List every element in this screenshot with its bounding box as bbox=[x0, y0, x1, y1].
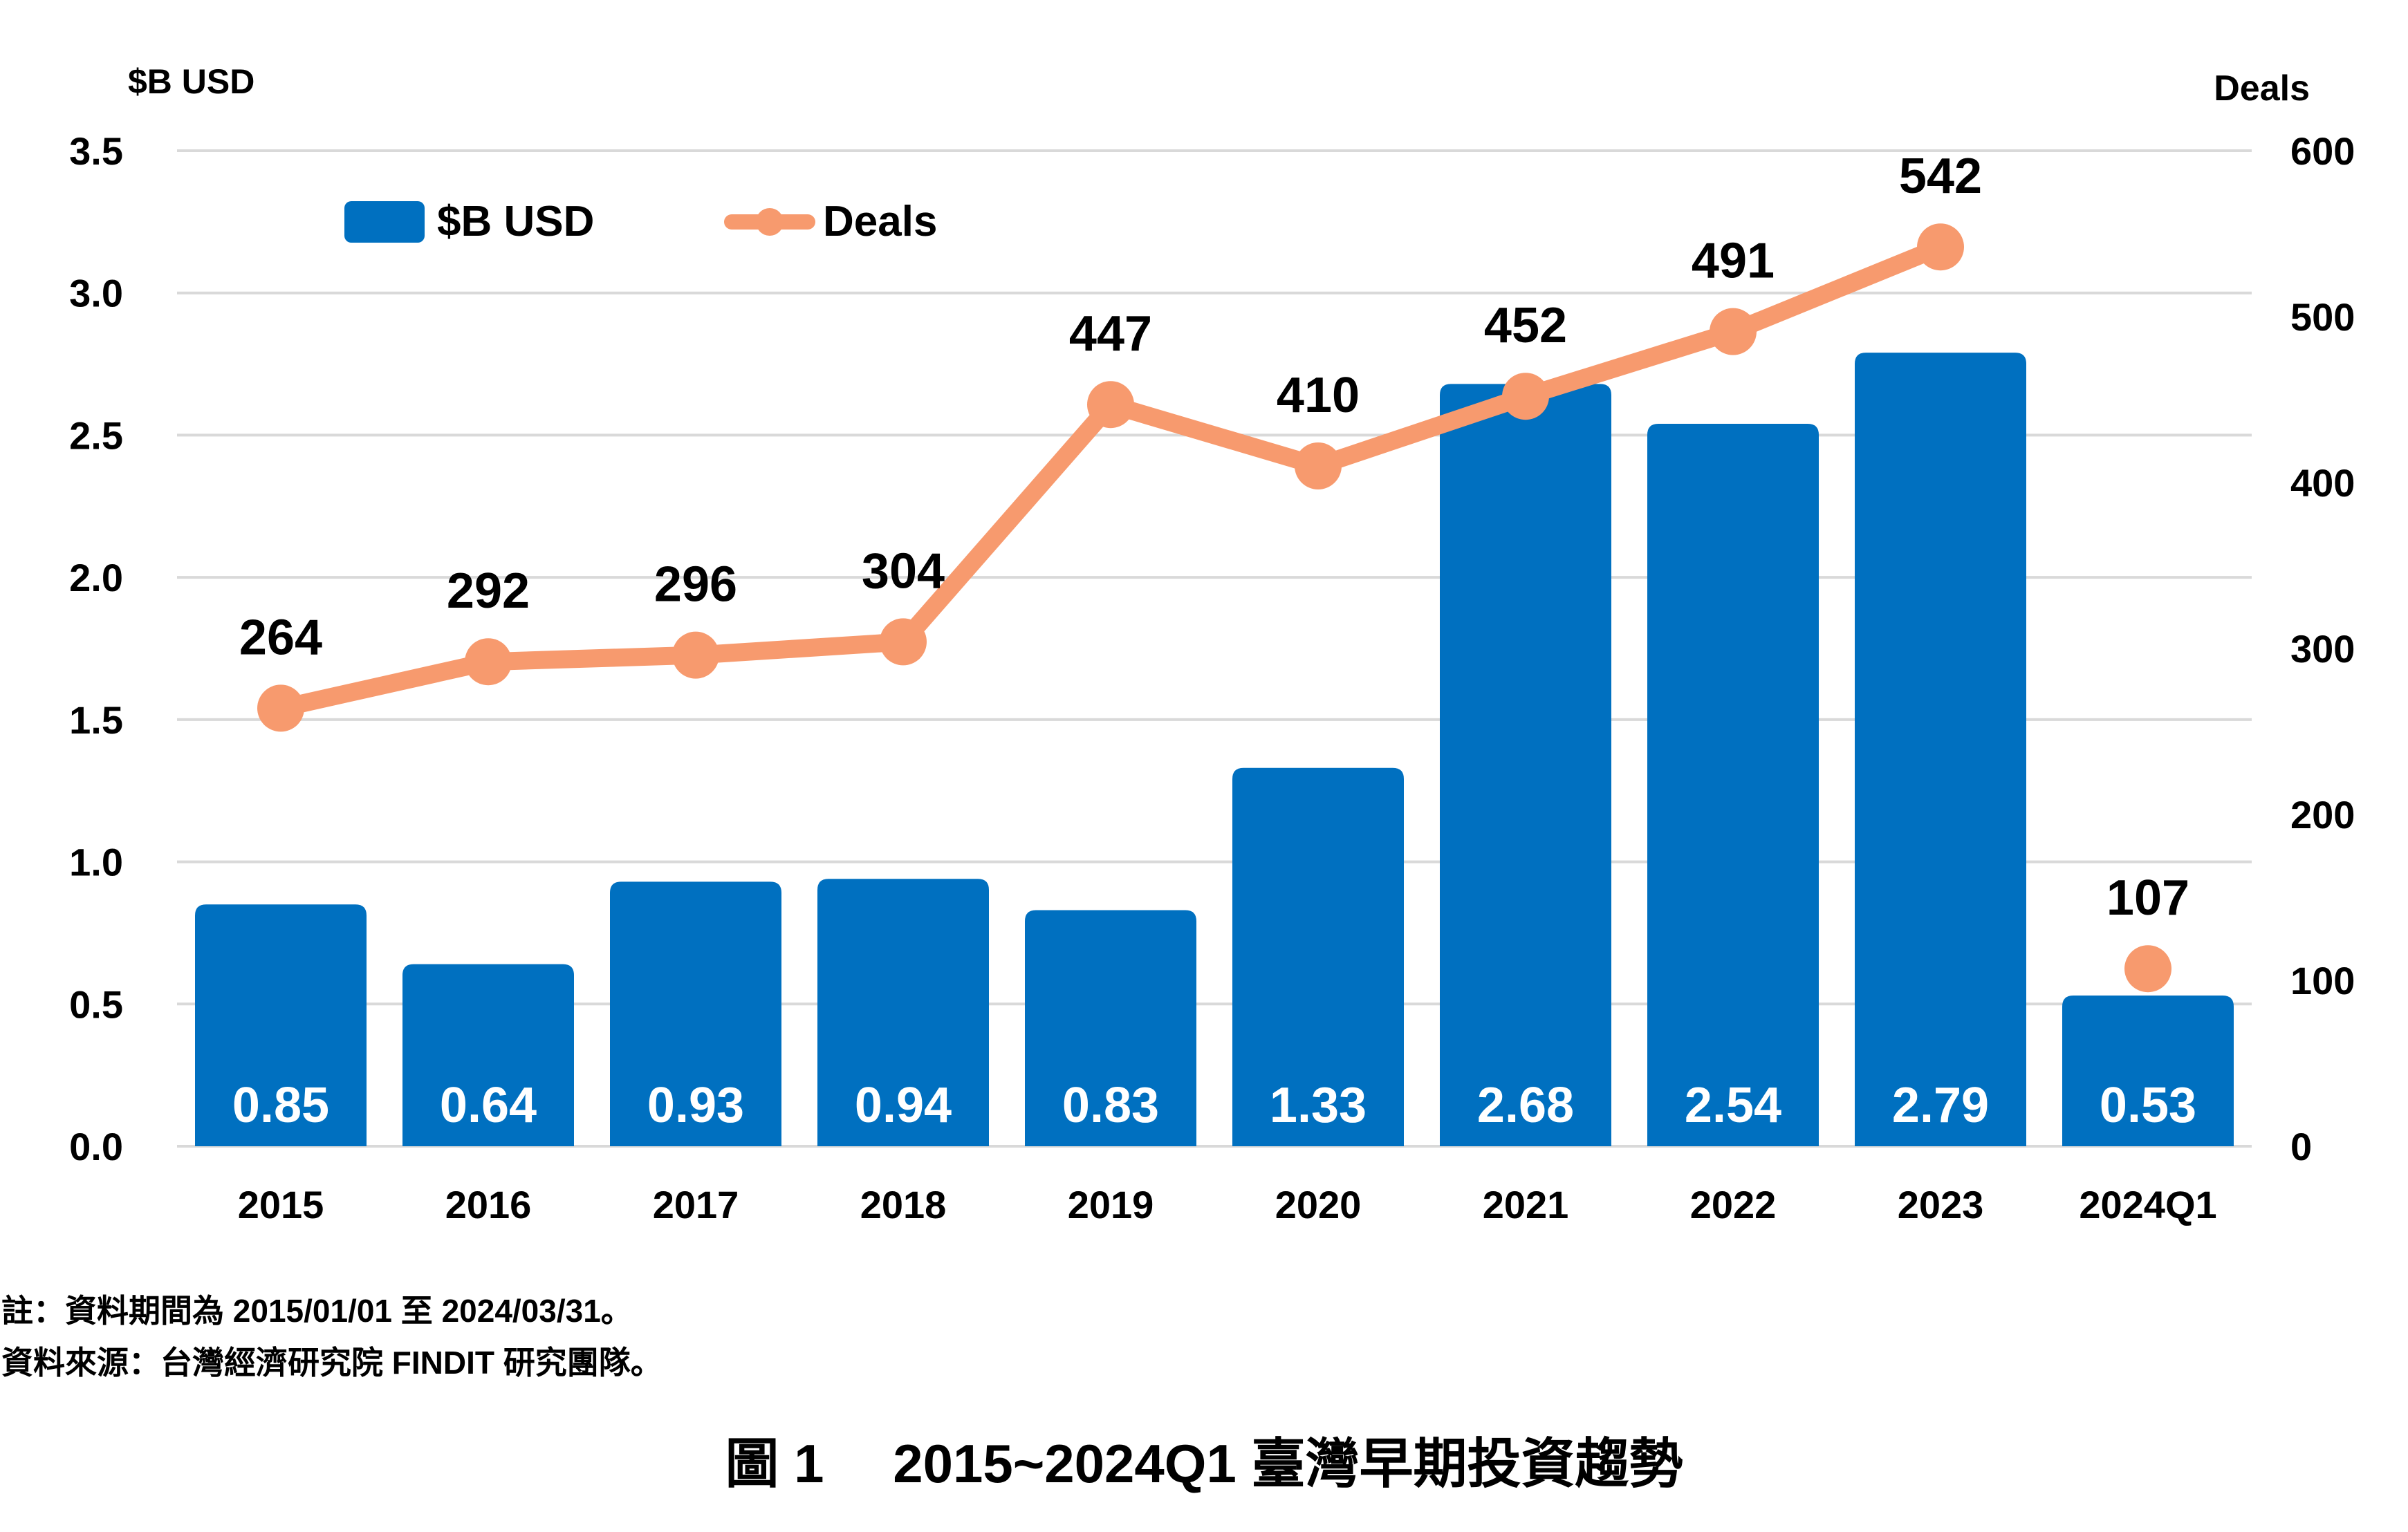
x-tick-label: 2022 bbox=[1690, 1183, 1777, 1226]
bar bbox=[1232, 767, 1404, 1146]
bar bbox=[195, 904, 367, 1146]
x-tick-label: 2023 bbox=[1898, 1183, 1984, 1226]
bar-value-label: 1.33 bbox=[1270, 1078, 1367, 1133]
bar-value-label: 2.79 bbox=[1892, 1078, 1989, 1133]
y-left-tick-label: 0.0 bbox=[69, 1125, 123, 1168]
bar-value-label: 0.53 bbox=[2100, 1078, 2196, 1133]
legend-label-deals: Deals bbox=[823, 198, 937, 245]
y-left-tick-label: 2.5 bbox=[69, 413, 123, 457]
deals-value-label: 296 bbox=[654, 557, 737, 613]
deals-value-label: 410 bbox=[1277, 368, 1360, 423]
y-left-tick-label: 1.5 bbox=[69, 698, 123, 742]
bar-value-label: 0.83 bbox=[1062, 1078, 1159, 1133]
deals-point bbox=[672, 631, 719, 679]
bar bbox=[2062, 995, 2234, 1146]
y-right-axis-title: Deals bbox=[2214, 68, 2310, 109]
deals-value-label: 491 bbox=[1692, 234, 1775, 289]
x-tick-label: 2016 bbox=[445, 1183, 532, 1226]
deals-point bbox=[1087, 381, 1134, 429]
figure-caption: 圖 1 2015~2024Q1 臺灣早期投資趨勢 bbox=[725, 1433, 1683, 1494]
chart: 0.0 0.5 1.0 1.5 2.0 2.5 3.0 3.5 0 100 200 300 400 500… bbox=[69, 62, 2355, 1226]
bar-value-label: 0.85 bbox=[232, 1078, 329, 1133]
bar bbox=[817, 879, 989, 1146]
y-right-tick-label: 200 bbox=[2290, 793, 2355, 837]
y-left-tick-label: 3.5 bbox=[69, 129, 123, 173]
deals-point bbox=[1917, 223, 1964, 271]
bar bbox=[610, 881, 781, 1146]
deals-value-label: 264 bbox=[239, 610, 322, 665]
bar bbox=[1647, 423, 1819, 1146]
bar bbox=[1025, 910, 1196, 1146]
deals-point bbox=[465, 638, 512, 686]
deals-point bbox=[880, 618, 927, 666]
bar-value-label: 0.94 bbox=[855, 1078, 952, 1133]
deals-point bbox=[1502, 373, 1549, 420]
legend-swatch-deals-marker bbox=[756, 208, 784, 236]
y-left-tick-label: 1.0 bbox=[69, 841, 123, 884]
y-right-tick-label: 400 bbox=[2290, 461, 2355, 505]
bar-value-label: 0.64 bbox=[440, 1078, 537, 1133]
deals-value-label: 542 bbox=[1899, 149, 1982, 204]
deals-value-label: 304 bbox=[862, 543, 945, 599]
deals-point bbox=[1710, 308, 1757, 355]
y-left-tick-label: 3.0 bbox=[69, 272, 123, 315]
deals-point bbox=[257, 684, 304, 732]
x-tick-label: 2018 bbox=[860, 1183, 947, 1226]
x-tick-label: 2020 bbox=[1275, 1183, 1362, 1226]
x-tick-label: 2024Q1 bbox=[2079, 1183, 2216, 1226]
legend-label-usd: $B USD bbox=[437, 198, 594, 245]
note-data-period: 註：資料期間為 2015/01/01 至 2024/03/31。 bbox=[1, 1293, 633, 1329]
x-tick-label: 2015 bbox=[238, 1183, 324, 1226]
bar bbox=[402, 964, 574, 1146]
y-left-tick-label: 2.0 bbox=[69, 556, 123, 599]
x-tick-label: 2021 bbox=[1483, 1183, 1569, 1226]
deals-value-label: 292 bbox=[447, 563, 530, 619]
y-left-axis-title: $B USD bbox=[128, 62, 254, 101]
x-tick-label: 2019 bbox=[1068, 1183, 1154, 1226]
y-right-tick-label: 0 bbox=[2290, 1125, 2312, 1168]
y-right-tick-label: 600 bbox=[2290, 129, 2355, 173]
deals-value-label: 452 bbox=[1484, 298, 1567, 353]
bar-value-label: 2.68 bbox=[1477, 1078, 1574, 1133]
deals-point bbox=[2124, 945, 2171, 993]
legend-swatch-usd bbox=[344, 201, 425, 243]
bar-value-label: 2.54 bbox=[1685, 1078, 1781, 1133]
deals-value-label: 447 bbox=[1069, 306, 1152, 362]
deals-point bbox=[1295, 442, 1342, 489]
bar bbox=[1855, 353, 2026, 1147]
bar bbox=[1440, 384, 1611, 1147]
y-left-tick-label: 0.5 bbox=[69, 982, 123, 1026]
deals-value-label: 107 bbox=[2106, 870, 2189, 926]
y-right-tick-label: 300 bbox=[2290, 627, 2355, 671]
bar-value-label: 0.93 bbox=[647, 1078, 744, 1133]
y-right-tick-label: 500 bbox=[2290, 295, 2355, 339]
note-data-source: 資料來源：台灣經濟研究院 FINDIT 研究團隊。 bbox=[1, 1345, 663, 1381]
x-tick-label: 2017 bbox=[653, 1183, 739, 1226]
y-right-tick-label: 100 bbox=[2290, 959, 2355, 1002]
